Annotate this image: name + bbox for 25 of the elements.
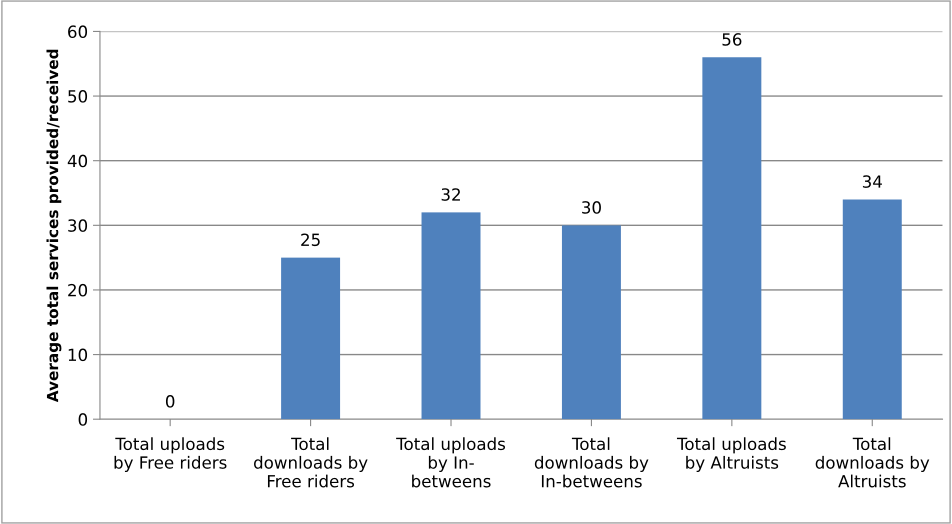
data-label: 34 bbox=[862, 175, 882, 188]
y-tick-label: 40 bbox=[68, 154, 88, 168]
data-label: 56 bbox=[722, 33, 742, 46]
bar bbox=[842, 199, 902, 420]
bar bbox=[562, 225, 621, 420]
data-label: 0 bbox=[166, 395, 174, 408]
y-axis-title: Average total services provided/received bbox=[46, 50, 62, 402]
bar bbox=[702, 57, 762, 420]
y-tick-label: 60 bbox=[68, 25, 88, 38]
data-label: 32 bbox=[442, 188, 460, 201]
bar bbox=[281, 258, 340, 420]
x-tick-label: Total uploads by Free riders bbox=[114, 437, 226, 472]
y-tick-label: 0 bbox=[78, 413, 88, 426]
bar bbox=[422, 212, 480, 420]
x-tick-label: Total downloads by Free riders bbox=[254, 437, 368, 488]
x-tick-label: Total downloads by Altruists bbox=[816, 437, 930, 488]
y-tick-label: 10 bbox=[68, 348, 88, 362]
y-tick-label: 20 bbox=[68, 284, 88, 297]
x-tick-label: Total uploads by Altruists bbox=[676, 437, 786, 472]
x-tick-label: Total downloads by In-betweens bbox=[534, 437, 648, 488]
data-label: 30 bbox=[582, 201, 601, 214]
data-label: 25 bbox=[301, 233, 320, 246]
y-tick-label: 50 bbox=[68, 90, 88, 103]
x-tick-label: Total uploads by In- betweens bbox=[396, 437, 506, 488]
y-tick-label: 30 bbox=[68, 219, 88, 232]
